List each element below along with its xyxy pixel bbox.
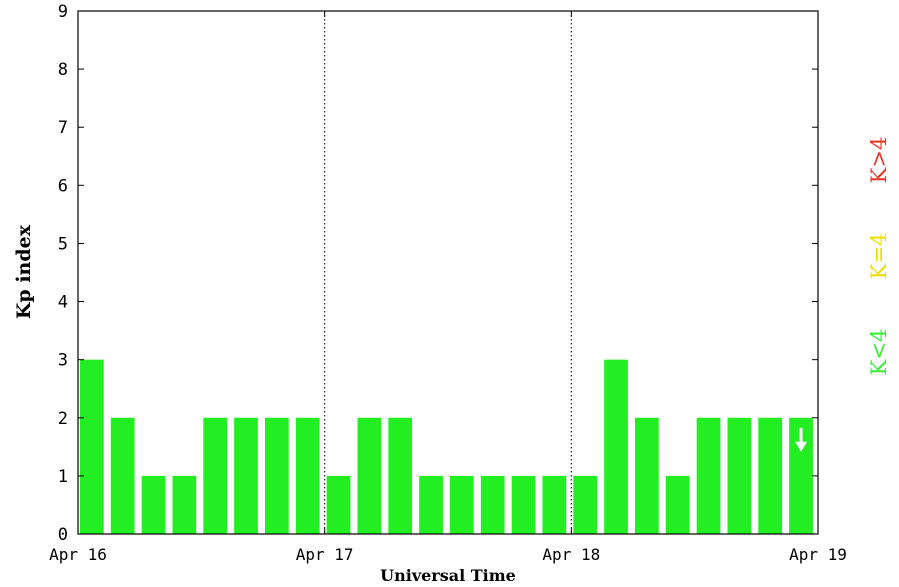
kp-bar [450,475,474,534]
kp-bar [172,475,197,534]
kp-bar [511,475,536,534]
legend: K<4 K=4 K>4 [867,137,891,376]
kp-bar [388,417,413,534]
legend-item-label: K>4 [867,137,891,184]
kp-bar [265,417,289,534]
x-tick-label: Apr 18 [542,545,600,564]
kp-bar [295,417,320,534]
estimated-marker [795,427,808,452]
kp-bar [80,359,104,534]
kp-bar [696,417,721,534]
kp-bar [357,417,382,534]
x-axis: Apr 16 Apr 17 Apr 18 Apr 19 [49,11,847,564]
kp-bar [326,475,351,534]
plot-frame [77,10,819,535]
kp-bar [758,417,783,534]
y-tick-label: 1 [58,467,68,487]
x-tick-label: Apr 19 [789,545,847,564]
y-tick-label: 5 [58,234,68,254]
y-tick-label: 6 [58,176,68,196]
kp-bar [480,475,505,534]
kp-bar [110,417,135,534]
kp-bar [604,359,628,534]
bars-layer [80,359,813,534]
legend-item-label: K<4 [867,329,891,376]
y-tick-label: 3 [58,351,68,371]
y-tick-label: 0 [58,525,68,545]
y-axis-title: Kp index [13,224,35,319]
y-tick-label: 7 [58,118,68,138]
y-axis: 0 1 2 3 4 5 6 7 8 9 [58,2,818,545]
kp-bar [234,417,258,534]
x-tick-label: Apr 17 [296,545,354,564]
kp-bar [203,417,228,534]
kp-bar [789,417,813,534]
kp-bar [419,475,443,534]
y-tick-label: 9 [58,2,68,22]
kp-bar [542,475,567,534]
y-tick-label: 4 [58,293,68,313]
estimated-arrow-head [795,441,808,452]
x-axis-title: Universal Time [380,566,516,582]
kp-bar [727,417,752,534]
y-tick-label: 8 [58,60,68,80]
kp-bar [573,475,598,534]
kp-bar [141,475,166,534]
kp-bar [665,475,690,534]
legend-item-label: K=4 [867,233,891,280]
x-tick-label: Apr 16 [49,545,107,564]
y-tick-label: 2 [58,409,68,429]
day-separators [324,11,572,534]
kp-bar [635,417,659,534]
